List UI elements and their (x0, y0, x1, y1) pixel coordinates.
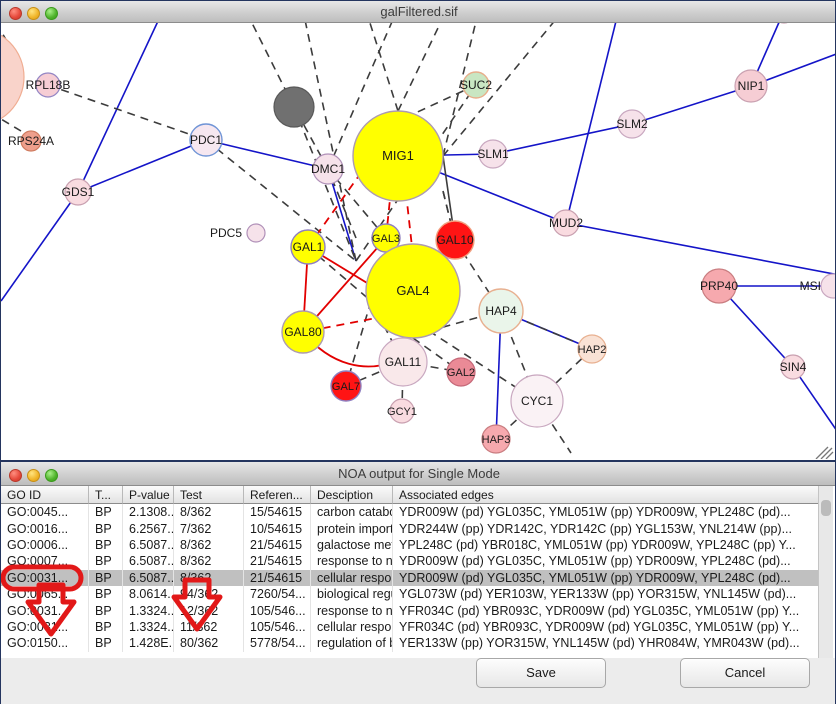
svg-text:RPS24A: RPS24A (8, 134, 54, 148)
svg-text:PDC1: PDC1 (190, 133, 222, 147)
svg-text:GAL3: GAL3 (372, 233, 400, 245)
svg-text:GAL4: GAL4 (396, 283, 429, 298)
svg-text:GAL7: GAL7 (332, 381, 360, 393)
svg-text:GAL2: GAL2 (447, 367, 475, 379)
svg-text:NIP1: NIP1 (738, 79, 765, 93)
svg-text:PDC5: PDC5 (210, 226, 242, 240)
svg-text:SUC2: SUC2 (460, 78, 492, 92)
svg-text:SIN4: SIN4 (780, 360, 807, 374)
svg-text:GCY1: GCY1 (387, 406, 417, 418)
svg-text:GDS1: GDS1 (62, 185, 95, 199)
svg-text:SLM2: SLM2 (616, 117, 648, 131)
svg-text:GAL10: GAL10 (436, 233, 474, 247)
svg-text:HAP3: HAP3 (482, 434, 511, 446)
svg-text:DMC1: DMC1 (311, 162, 345, 176)
svg-text:MUD2: MUD2 (549, 216, 583, 230)
svg-text:MSI: MSI (800, 279, 821, 293)
svg-text:PRP40: PRP40 (700, 279, 738, 293)
svg-text:GAL11: GAL11 (385, 355, 422, 369)
svg-text:GAL1: GAL1 (293, 240, 324, 254)
svg-text:RPL18B: RPL18B (26, 78, 71, 92)
svg-text:CYC1: CYC1 (521, 394, 553, 408)
svg-text:HAP2: HAP2 (578, 344, 607, 356)
svg-text:GAL80: GAL80 (284, 325, 322, 339)
svg-text:SLM1: SLM1 (477, 147, 509, 161)
svg-text:HAP4: HAP4 (485, 304, 517, 318)
svg-text:MIG1: MIG1 (382, 148, 414, 163)
